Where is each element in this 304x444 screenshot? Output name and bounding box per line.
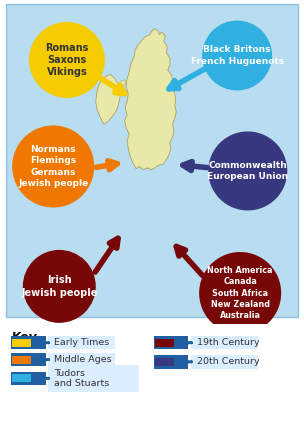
Ellipse shape	[208, 131, 287, 210]
Ellipse shape	[12, 126, 94, 207]
Text: Key: Key	[12, 331, 38, 344]
FancyBboxPatch shape	[6, 4, 298, 317]
FancyBboxPatch shape	[48, 336, 115, 349]
Text: Normans
Flemings
Germans
Jewish people: Normans Flemings Germans Jewish people	[18, 145, 88, 188]
FancyBboxPatch shape	[48, 353, 115, 366]
FancyBboxPatch shape	[155, 358, 174, 366]
Text: North America
Canada
South Africa
New Zealand
Australia: North America Canada South Africa New Ze…	[207, 266, 273, 320]
FancyBboxPatch shape	[11, 336, 46, 349]
FancyBboxPatch shape	[154, 355, 188, 369]
FancyBboxPatch shape	[12, 339, 31, 347]
Polygon shape	[125, 29, 176, 170]
FancyBboxPatch shape	[155, 339, 174, 347]
FancyBboxPatch shape	[191, 336, 258, 349]
Ellipse shape	[23, 250, 96, 323]
FancyBboxPatch shape	[11, 353, 46, 366]
Text: Tudors
and Stuarts: Tudors and Stuarts	[54, 369, 109, 388]
Text: 20th Century: 20th Century	[197, 357, 260, 366]
Polygon shape	[96, 75, 120, 124]
Ellipse shape	[199, 252, 281, 334]
Text: Commonwealth
European Union: Commonwealth European Union	[207, 161, 288, 181]
FancyBboxPatch shape	[191, 355, 258, 369]
Text: Romans
Saxons
Vikings: Romans Saxons Vikings	[45, 43, 88, 77]
FancyBboxPatch shape	[0, 324, 304, 444]
FancyBboxPatch shape	[12, 374, 31, 382]
FancyBboxPatch shape	[48, 365, 139, 392]
Text: Middle Ages: Middle Ages	[54, 355, 112, 364]
Ellipse shape	[202, 20, 272, 91]
Text: 19th Century: 19th Century	[197, 338, 260, 347]
Text: Early Times: Early Times	[54, 338, 109, 347]
FancyBboxPatch shape	[12, 356, 31, 364]
FancyBboxPatch shape	[11, 372, 46, 385]
FancyBboxPatch shape	[154, 336, 188, 349]
Text: Black Britons
French Huguenots: Black Britons French Huguenots	[191, 45, 284, 66]
Text: Irish
Jewish people: Irish Jewish people	[21, 275, 98, 297]
Polygon shape	[119, 80, 126, 89]
Ellipse shape	[29, 22, 105, 98]
